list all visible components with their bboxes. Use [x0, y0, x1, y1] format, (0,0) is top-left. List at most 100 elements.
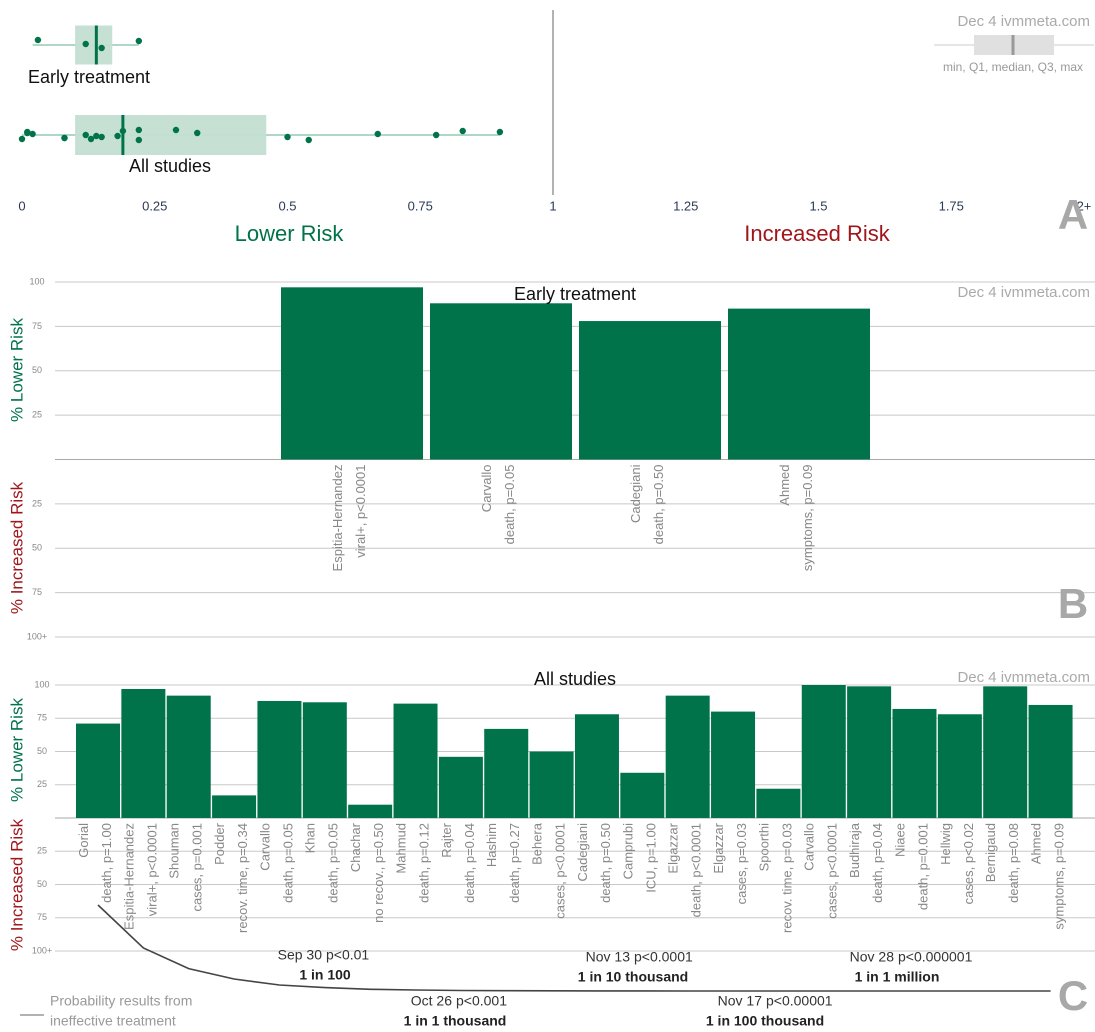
- probability-curve: [97, 904, 1051, 992]
- annotation-p: p<0.000001: [898, 949, 973, 965]
- panel-letter: C: [1058, 972, 1088, 1019]
- study-point: [284, 133, 291, 141]
- x-tick-label: 0.5: [278, 198, 296, 213]
- category-label: Ahmed: [1028, 823, 1043, 864]
- category-label: Camprubi: [620, 823, 635, 879]
- chart-title: Early treatment: [514, 284, 636, 304]
- y-tick-label: 50: [37, 879, 47, 889]
- iqr-box: [75, 25, 113, 65]
- study-point: [34, 36, 42, 44]
- iqr-box: [75, 115, 267, 155]
- annotation-p: p<0.0001: [634, 949, 693, 965]
- y-axis-title-negative: % Increased Risk: [7, 818, 26, 951]
- category-label: Elgazzar: [711, 822, 726, 873]
- y-tick-label: 25: [37, 846, 47, 856]
- annotation-p: p<0.01: [326, 947, 369, 963]
- category-detail: cases, p<0.0001: [553, 823, 568, 919]
- category-detail: cases, p=0.001: [190, 823, 205, 912]
- category-label: Rajter: [439, 822, 454, 857]
- category-detail: death, p=0.08: [1006, 823, 1021, 903]
- probability-legend: ineffective treatment: [50, 1013, 176, 1029]
- category-label: Budhiraja: [847, 822, 862, 878]
- category-label: Cadegiani: [628, 464, 643, 523]
- bar: [801, 685, 846, 818]
- category-detail: death, p=0.001: [915, 823, 930, 910]
- x-tick-label: 0: [18, 198, 25, 213]
- study-point: [61, 134, 68, 142]
- bar: [212, 795, 257, 818]
- watermark: Dec 4 ivmmeta.com: [957, 284, 1090, 301]
- x-tick-label: 0.25: [142, 198, 167, 213]
- bar: [1028, 704, 1073, 818]
- bar: [484, 728, 529, 818]
- y-tick-label: 25: [32, 498, 42, 508]
- bar: [665, 695, 710, 818]
- y-axis-title-positive: % Lower Risk: [7, 318, 26, 422]
- category-detail: viral+, p<0.0001: [353, 465, 368, 558]
- bar: [728, 308, 870, 460]
- watermark: Dec 4 ivmmeta.com: [957, 13, 1090, 30]
- y-tick-label: 25: [32, 410, 42, 420]
- bar: [438, 756, 483, 818]
- category-label: Carvallo: [257, 823, 272, 871]
- study-point: [82, 131, 89, 139]
- x-tick-label: 1.25: [673, 198, 698, 213]
- category-detail: death, p=0.12: [416, 823, 431, 903]
- y-tick-label: 75: [32, 321, 42, 331]
- study-point: [135, 126, 143, 134]
- y-tick-label: 75: [32, 587, 42, 597]
- category-label: Khan: [303, 823, 318, 853]
- bar: [166, 695, 211, 818]
- category-detail: cases, p<0.02: [961, 823, 976, 904]
- annotation-date: Sep 30: [278, 947, 323, 963]
- study-point: [496, 128, 504, 136]
- y-tick-label: 50: [37, 746, 47, 756]
- category-label: Carvallo: [802, 823, 817, 871]
- study-point: [18, 135, 26, 143]
- y-tick-label: 75: [37, 713, 47, 723]
- category-detail: ICU, p=1.00: [643, 823, 658, 893]
- y-tick-label: 50: [32, 365, 42, 375]
- annotation-odds: 1 in 10 thousand: [578, 969, 688, 985]
- bar: [579, 321, 721, 460]
- category-detail: death, p=0.04: [870, 823, 885, 903]
- study-point: [119, 127, 127, 135]
- bar: [302, 702, 347, 818]
- category-label: Espitia-Hernandez: [121, 823, 136, 930]
- category-detail: death, p=0.05: [280, 823, 295, 903]
- lower-risk-label: Lower Risk: [235, 221, 345, 246]
- study-point: [374, 130, 381, 138]
- category-label: Espitia-Hernandez: [330, 465, 345, 572]
- annotation-odds: 1 in 1 million: [855, 969, 940, 985]
- study-point: [93, 132, 100, 140]
- category-detail: death, p=0.50: [598, 823, 613, 903]
- x-tick-label: 1.75: [939, 198, 964, 213]
- annotation-odds: 1 in 1 thousand: [404, 1013, 507, 1029]
- bar: [847, 686, 892, 818]
- category-detail: death, p=0.27: [507, 823, 522, 903]
- chart-title: All studies: [534, 669, 616, 689]
- category-label: Hellwig: [938, 823, 953, 865]
- category-detail: death, p=0.05: [326, 823, 341, 903]
- study-point: [172, 126, 180, 134]
- study-point: [135, 37, 143, 45]
- study-point: [87, 135, 95, 143]
- annotation-p: p<0.001: [456, 993, 507, 1009]
- study-point: [82, 40, 89, 48]
- study-point: [98, 133, 105, 141]
- category-label: Spoorthi: [756, 823, 771, 872]
- annotation-odds: 1 in 100 thousand: [706, 1013, 824, 1029]
- category-detail: death, p=1.00: [99, 823, 114, 903]
- study-point: [194, 129, 201, 137]
- panel-letter: B: [1058, 580, 1088, 627]
- bar: [620, 772, 665, 818]
- bar: [574, 714, 619, 818]
- category-detail: viral+, p<0.0001: [144, 823, 159, 916]
- study-point: [135, 136, 143, 144]
- category-label: Gorial: [76, 823, 91, 858]
- annotation-date: Oct 26: [411, 993, 452, 1009]
- watermark: Dec 4 ivmmeta.com: [957, 669, 1090, 686]
- x-tick-label: 1.5: [809, 198, 827, 213]
- category-label: Elgazzar: [666, 822, 681, 873]
